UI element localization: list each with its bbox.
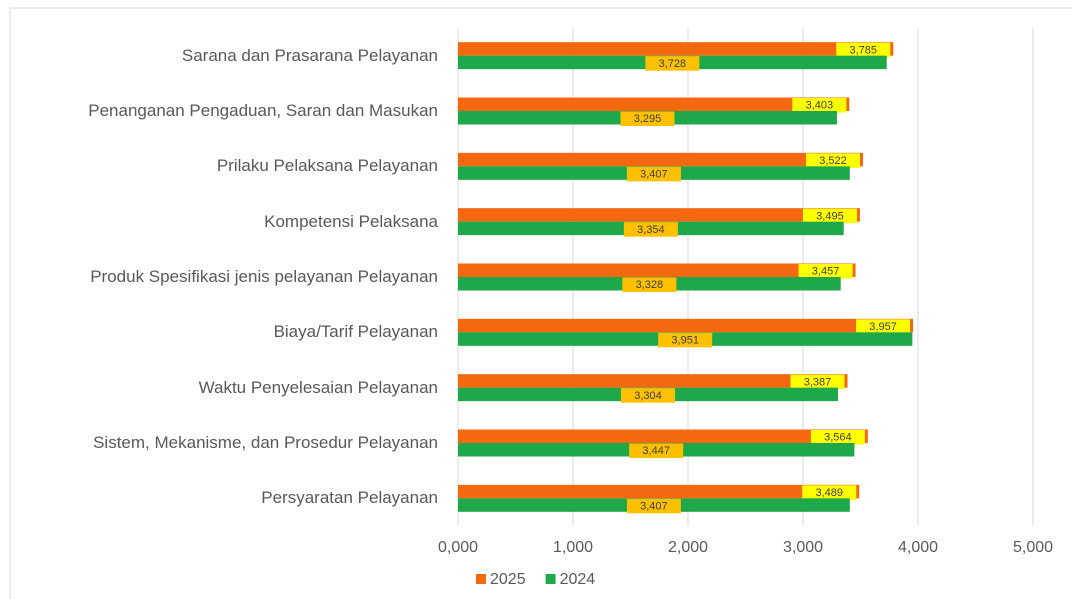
bar [458,374,848,388]
value-label-bg [856,319,911,334]
value-label: 3,295 [634,113,662,125]
bar [458,152,864,167]
value-label: 3,407 [640,500,668,512]
category-text: Sistem, Mekanisme, dan Prosedur Pelayana… [93,433,438,452]
category-text: Waktu Penyelesaian Pelayanan [198,377,438,397]
value-label: 3,564 [824,432,852,444]
bar [458,318,914,333]
x-tick-label: 4,000 [898,539,938,556]
value-label-bg [810,430,865,445]
category-text: Produk Spesifikasi jenis pelayanan Pelay… [90,267,438,286]
value-label-bg [802,208,857,224]
x-tick-label: 5,000 [1013,539,1053,556]
x-tick-label: 3,000 [783,539,823,556]
legend-label: 2025 [490,571,526,588]
value-label-bg [792,98,847,113]
value-label: 3,407 [640,168,668,180]
value-label-bg [620,388,675,403]
bar [458,484,860,499]
legend-swatch [476,574,486,584]
category-text: Kompetensi Pelaksana [264,211,438,231]
category-label: Kompetensi Pelaksana [38,212,438,232]
value-label-bg [836,42,891,58]
value-label: 3,489 [815,487,843,499]
value-label: 3,304 [634,390,662,402]
category-text: Prilaku Pelaksana Pelayanan [216,156,438,176]
value-label-bg [645,56,700,71]
value-label: 3,522 [819,155,847,167]
value-label-bg [806,153,861,168]
category-label: Penanganan Pengaduan, Saran dan Masukan [38,101,438,121]
value-label: 3,495 [816,210,844,222]
category-text: Sarana dan Prasarana Pelayanan [181,45,438,65]
value-label-bg [626,166,681,182]
value-label-bg [658,332,713,348]
category-text: Penanganan Pengaduan, Saran dan Masukan [88,101,438,120]
value-label-bg [802,485,857,500]
value-label-bg [790,374,845,390]
value-label-bg [629,443,684,458]
category-label: Waktu Penyelesaian Pelayanan [38,378,438,398]
value-label: 3,951 [671,334,699,346]
value-label-bg [626,498,681,514]
bar [458,429,868,443]
value-label-bg [623,222,678,237]
bar [458,97,850,111]
value-label-bg [622,277,677,292]
value-label: 3,354 [637,224,665,236]
category-text: Persyaratan Pelayanan [261,488,438,508]
category-label: Produk Spesifikasi jenis pelayanan Pelay… [38,267,438,287]
x-tick-label: 1,000 [553,539,593,556]
value-label: 3,728 [659,58,687,70]
chart-border [9,7,1072,599]
legend-label: 2024 [560,571,596,588]
value-label: 3,403 [806,100,834,112]
bar [458,263,856,277]
category-label: Sistem, Mekanisme, dan Prosedur Pelayana… [38,433,438,453]
value-label-bg [798,264,853,279]
category-label: Persyaratan Pelayanan [38,488,438,508]
x-tick-label: 0,000 [438,539,478,556]
value-label: 3,957 [869,321,897,333]
value-label: 3,457 [812,266,840,278]
value-label: 3,387 [804,376,832,388]
category-label: Sarana dan Prasarana Pelayanan [38,46,438,66]
value-label-bg [620,111,675,126]
value-label: 3,785 [850,44,878,56]
value-label: 3,447 [642,445,670,457]
category-label: Biaya/Tarif Pelayanan [38,322,438,342]
bar [458,42,894,56]
legend-swatch [545,574,556,584]
value-label: 3,328 [636,279,664,291]
category-label: Prilaku Pelaksana Pelayanan [38,156,438,176]
bar [458,208,860,222]
x-tick-label: 2,000 [668,539,708,556]
category-text: Biaya/Tarif Pelayanan [273,322,438,342]
